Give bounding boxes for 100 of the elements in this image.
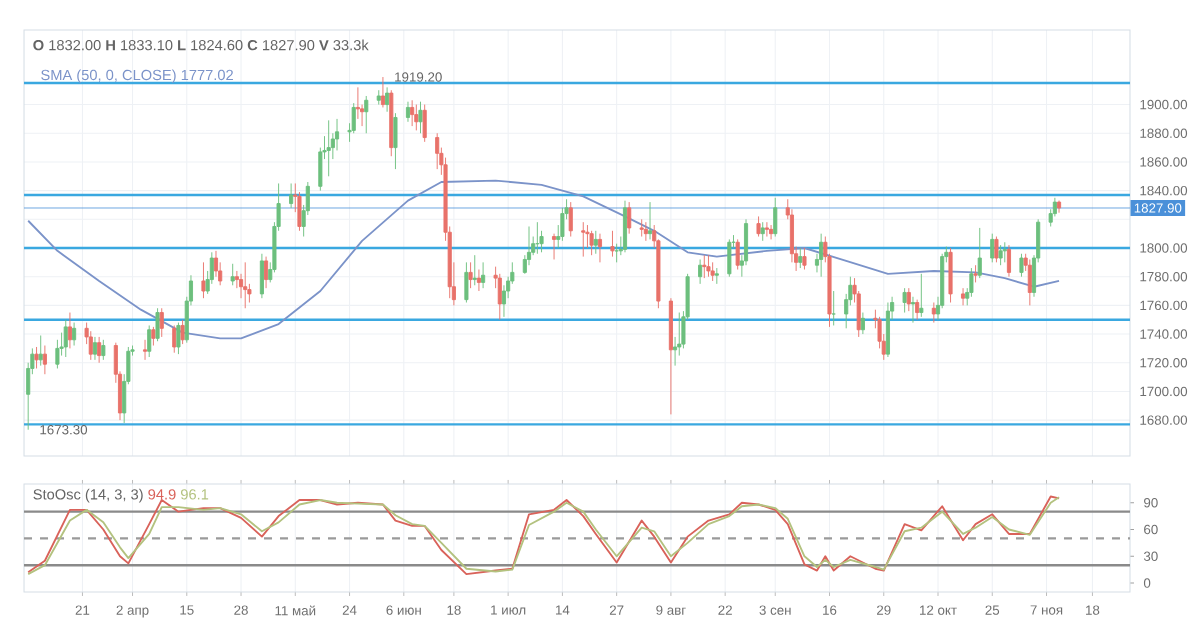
candlestick: [639, 218, 644, 237]
candlestick: [38, 335, 43, 367]
candlestick: [326, 119, 331, 177]
candlestick: [702, 254, 707, 279]
candlestick: [773, 197, 778, 237]
candlestick: [526, 226, 532, 266]
candlestick: [960, 287, 966, 306]
candlestick: [230, 263, 235, 286]
candlestick: [931, 302, 936, 324]
candlestick: [769, 224, 774, 240]
candlestick: [422, 104, 427, 143]
candlestick: [560, 207, 565, 242]
candlestick: [614, 243, 619, 263]
candlestick: [998, 244, 1003, 266]
candlestick: [151, 326, 156, 346]
candlestick: [264, 256, 269, 289]
candlestick: [497, 273, 502, 321]
candlestick: [568, 201, 573, 237]
candlestick: [627, 201, 632, 235]
candlestick: [860, 312, 865, 335]
candlestick: [610, 230, 615, 258]
candlestick: [581, 221, 586, 258]
candlestick: [414, 104, 419, 131]
candlestick: [92, 336, 98, 361]
candlestick: [380, 76, 385, 108]
candlestick: [1002, 241, 1007, 263]
candlestick: [819, 233, 824, 278]
candlestick: [389, 89, 394, 157]
candlestick: [977, 227, 982, 279]
candlestick: [418, 101, 423, 134]
candlestick: [969, 267, 974, 298]
candlestick: [88, 330, 93, 361]
candlestick: [101, 339, 106, 361]
candlestick: [180, 319, 185, 345]
candlestick: [355, 86, 360, 120]
candlestick: [735, 238, 740, 270]
candlestick: [481, 261, 486, 289]
candlestick: [259, 253, 264, 299]
candlestick: [435, 132, 440, 170]
candlestick: [472, 254, 477, 286]
candlestick: [593, 230, 598, 255]
candlestick: [364, 95, 369, 134]
candlestick: [334, 118, 340, 151]
candlestick: [994, 236, 999, 263]
candlestick: [973, 264, 978, 283]
candlestick: [948, 247, 953, 303]
candlestick: [597, 233, 603, 263]
candlestick: [501, 284, 507, 318]
candlestick: [201, 261, 206, 299]
candlestick: [172, 324, 177, 354]
candlestick: [297, 191, 302, 232]
candlestick: [405, 101, 411, 123]
candlestick: [535, 221, 540, 255]
candlestick: [67, 312, 72, 349]
candlestick: [902, 287, 907, 314]
candlestick: [764, 221, 769, 237]
candlestick: [885, 302, 890, 358]
candlestick: [714, 267, 719, 285]
candlestick: [910, 296, 916, 324]
candlestick: [55, 339, 60, 369]
candlestick: [831, 290, 836, 326]
candlestick: [213, 250, 219, 278]
candlestick: [1056, 200, 1062, 214]
candlestick: [539, 230, 544, 253]
candlestick: [159, 307, 164, 338]
candlestick: [756, 215, 761, 237]
candlestick: [647, 201, 653, 240]
candlestick: [643, 221, 648, 242]
candlestick: [97, 336, 102, 364]
candlestick: [351, 102, 356, 134]
candlestick: [622, 200, 628, 253]
candlestick: [585, 224, 590, 249]
candlestick: [376, 89, 381, 106]
candlestick: [63, 319, 68, 358]
candlestick: [919, 273, 924, 318]
candlestick: [1027, 259, 1032, 306]
candlestick: [34, 346, 39, 369]
candlestick: [410, 99, 415, 127]
candlestick: [155, 307, 160, 342]
candlestick: [915, 299, 920, 321]
candlestick: [698, 259, 703, 285]
line-series: [27, 179, 1060, 340]
candlestick: [727, 238, 732, 278]
candlestick: [589, 230, 594, 256]
candlestick: [710, 261, 715, 282]
candlestick: [906, 287, 911, 312]
candlestick: [176, 322, 181, 355]
candlestick: [464, 261, 469, 303]
candlestick: [1019, 253, 1024, 278]
candlestick: [143, 339, 148, 361]
candlestick: [551, 233, 557, 260]
candlestick: [385, 86, 390, 113]
candlestick: [990, 233, 995, 263]
candlestick: [476, 269, 481, 292]
candlestick: [668, 297, 673, 415]
candlestick: [706, 254, 711, 278]
candlestick: [798, 247, 803, 269]
candlestick: [468, 261, 473, 289]
candlestick: [243, 261, 248, 309]
candlestick: [393, 112, 398, 170]
